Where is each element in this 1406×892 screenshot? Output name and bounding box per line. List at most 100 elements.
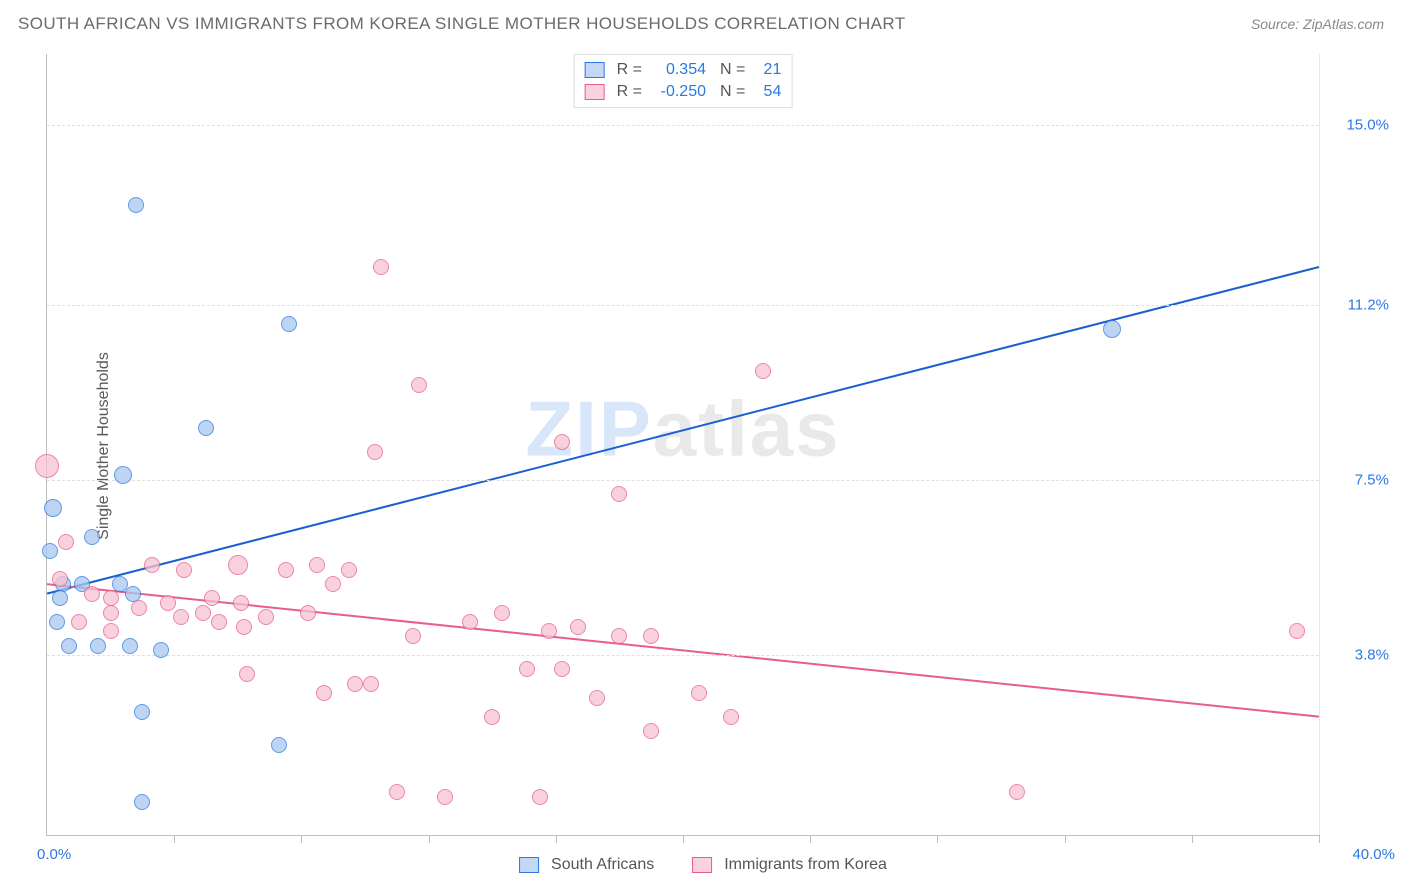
r-label: R = — [617, 59, 642, 81]
data-point-immigrants_korea — [176, 562, 192, 578]
legend-swatch — [692, 857, 712, 873]
data-point-immigrants_korea — [462, 614, 478, 630]
data-point-immigrants_korea — [484, 709, 500, 725]
data-point-immigrants_korea — [173, 609, 189, 625]
y-axis-tick-label: 7.5% — [1329, 472, 1389, 489]
data-point-immigrants_korea — [554, 434, 570, 450]
data-point-south_africans — [271, 737, 287, 753]
data-point-immigrants_korea — [309, 557, 325, 573]
data-point-immigrants_korea — [643, 628, 659, 644]
legend-item: South Africans — [519, 856, 654, 874]
data-point-immigrants_korea — [341, 562, 357, 578]
legend-swatch — [585, 84, 605, 100]
data-point-immigrants_korea — [211, 614, 227, 630]
data-point-immigrants_korea — [325, 576, 341, 592]
gridline — [47, 655, 1319, 656]
data-point-south_africans — [61, 638, 77, 654]
data-point-south_africans — [153, 642, 169, 658]
legend-swatch — [519, 857, 539, 873]
data-point-south_africans — [134, 704, 150, 720]
data-point-immigrants_korea — [589, 690, 605, 706]
x-axis-tick — [429, 835, 430, 843]
data-point-immigrants_korea — [103, 623, 119, 639]
data-point-immigrants_korea — [278, 562, 294, 578]
data-point-immigrants_korea — [258, 609, 274, 625]
n-label: N = — [720, 81, 745, 103]
watermark-text: ZIPatlas — [525, 383, 840, 474]
data-point-immigrants_korea — [84, 586, 100, 602]
data-point-immigrants_korea — [204, 590, 220, 606]
data-point-immigrants_korea — [691, 685, 707, 701]
chart-title: SOUTH AFRICAN VS IMMIGRANTS FROM KOREA S… — [18, 14, 906, 34]
data-point-immigrants_korea — [367, 444, 383, 460]
data-point-immigrants_korea — [570, 619, 586, 635]
legend-item: Immigrants from Korea — [692, 856, 887, 874]
data-point-south_africans — [44, 499, 62, 517]
data-point-immigrants_korea — [58, 534, 74, 550]
gridline — [47, 125, 1319, 126]
data-point-immigrants_korea — [494, 605, 510, 621]
source-attribution: Source: ZipAtlas.com — [1251, 16, 1384, 32]
gridline — [47, 305, 1319, 306]
r-value: -0.250 — [650, 81, 706, 103]
data-point-south_africans — [52, 590, 68, 606]
data-point-south_africans — [281, 316, 297, 332]
data-point-immigrants_korea — [519, 661, 535, 677]
data-point-immigrants_korea — [160, 595, 176, 611]
data-point-immigrants_korea — [1289, 623, 1305, 639]
data-point-immigrants_korea — [541, 623, 557, 639]
data-point-immigrants_korea — [347, 676, 363, 692]
legend-swatch — [585, 62, 605, 78]
correlation-legend-box: R = 0.354 N = 21 R = -0.250 N = 54 — [574, 54, 793, 108]
data-point-immigrants_korea — [405, 628, 421, 644]
data-point-immigrants_korea — [316, 685, 332, 701]
trend-lines-svg — [47, 54, 1319, 835]
y-axis-tick-label: 3.8% — [1329, 647, 1389, 664]
correlation-legend-row: R = -0.250 N = 54 — [585, 81, 782, 103]
data-point-immigrants_korea — [228, 555, 248, 575]
n-label: N = — [720, 59, 745, 81]
data-point-south_africans — [198, 420, 214, 436]
data-point-south_africans — [90, 638, 106, 654]
data-point-immigrants_korea — [195, 605, 211, 621]
plot-area: ZIPatlas R =0.354N =21R =-0.250N =54 3.8… — [46, 54, 1320, 836]
data-point-immigrants_korea — [389, 784, 405, 800]
y-axis-tick-label: 15.0% — [1329, 117, 1389, 134]
data-point-south_africans — [128, 197, 144, 213]
x-axis-tick — [556, 835, 557, 843]
data-point-south_africans — [1103, 320, 1121, 338]
data-point-immigrants_korea — [611, 628, 627, 644]
data-point-immigrants_korea — [554, 661, 570, 677]
data-point-immigrants_korea — [1009, 784, 1025, 800]
x-axis-tick — [810, 835, 811, 843]
x-axis-tick — [937, 835, 938, 843]
data-point-immigrants_korea — [144, 557, 160, 573]
data-point-south_africans — [114, 466, 132, 484]
data-point-south_africans — [42, 543, 58, 559]
x-axis-tick — [1319, 835, 1320, 843]
data-point-immigrants_korea — [300, 605, 316, 621]
data-point-immigrants_korea — [411, 377, 427, 393]
series-legend: South Africans Immigrants from Korea — [519, 856, 887, 874]
data-point-south_africans — [122, 638, 138, 654]
data-point-immigrants_korea — [755, 363, 771, 379]
data-point-immigrants_korea — [723, 709, 739, 725]
data-point-immigrants_korea — [131, 600, 147, 616]
data-point-immigrants_korea — [52, 571, 68, 587]
legend-label: South Africans — [551, 856, 654, 874]
r-label: R = — [617, 81, 642, 103]
trend-line-south_africans — [47, 267, 1319, 594]
chart-container: SOUTH AFRICAN VS IMMIGRANTS FROM KOREA S… — [0, 0, 1406, 892]
data-point-immigrants_korea — [233, 595, 249, 611]
data-point-immigrants_korea — [71, 614, 87, 630]
data-point-south_africans — [84, 529, 100, 545]
data-point-immigrants_korea — [373, 259, 389, 275]
n-value: 21 — [753, 59, 781, 81]
x-axis-tick — [301, 835, 302, 843]
x-axis-tick — [683, 835, 684, 843]
data-point-immigrants_korea — [236, 619, 252, 635]
legend-label: Immigrants from Korea — [724, 856, 887, 874]
n-value: 54 — [753, 81, 781, 103]
data-point-immigrants_korea — [611, 486, 627, 502]
r-value: 0.354 — [650, 59, 706, 81]
